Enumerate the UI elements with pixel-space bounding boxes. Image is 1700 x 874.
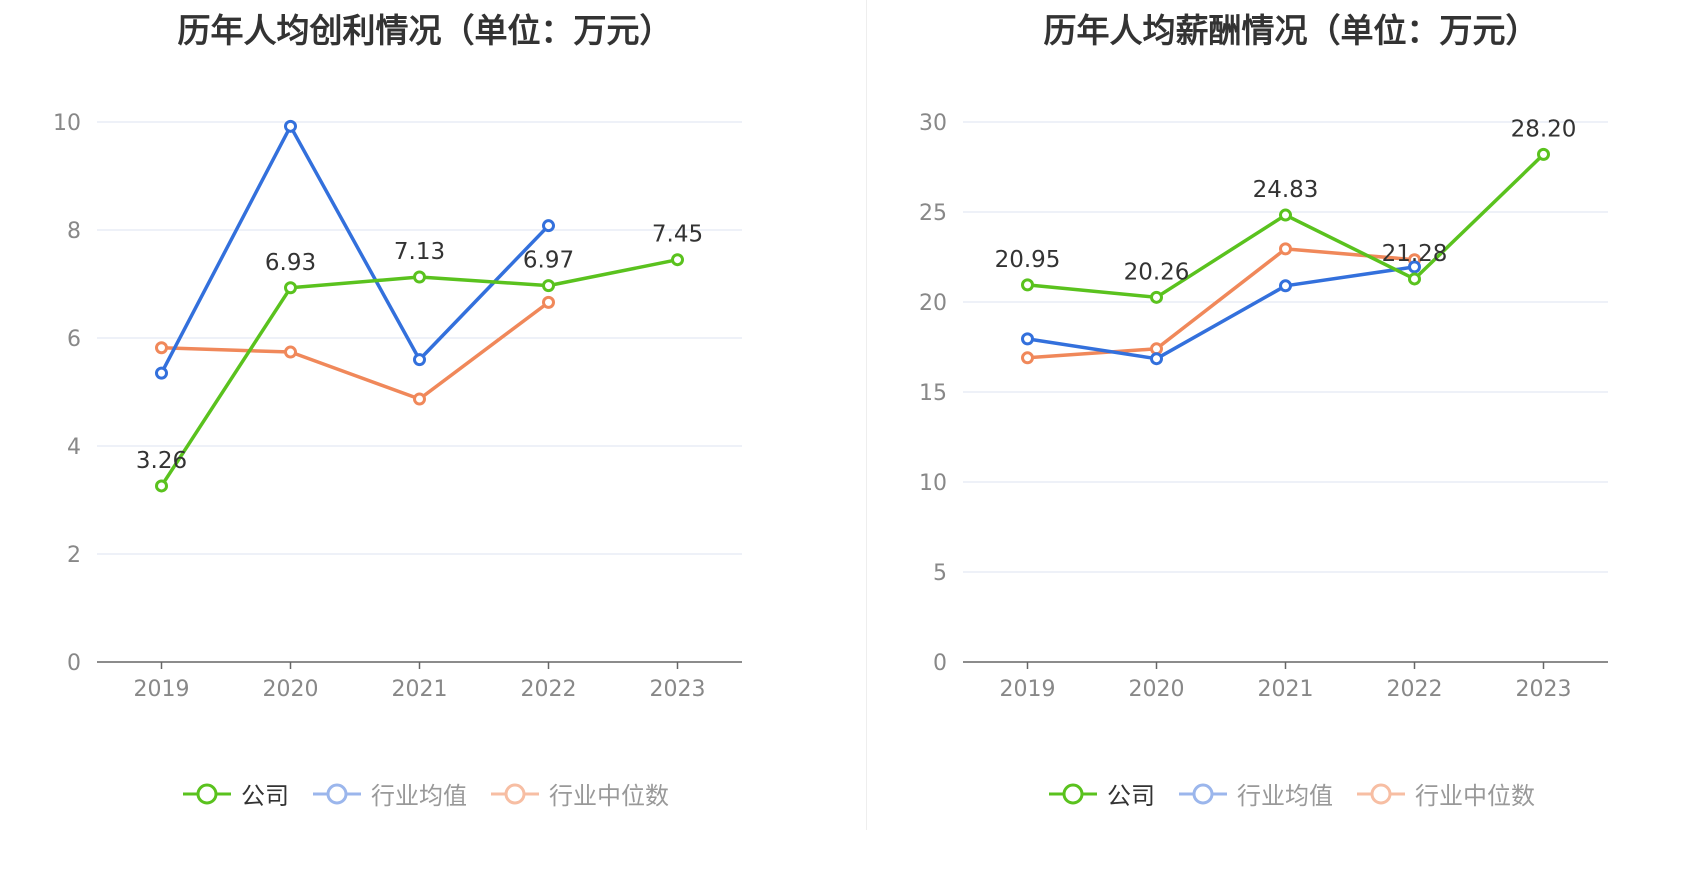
- x-tick-label: 2023: [650, 677, 706, 702]
- legend-marker-industry-avg-icon: [313, 783, 361, 804]
- data-point-company[interactable]: [542, 279, 555, 293]
- legend-item-company[interactable]: 公司: [181, 776, 289, 811]
- data-label: 7.45: [652, 222, 703, 248]
- legend-item-industry-avg[interactable]: 行业均值: [1177, 776, 1333, 811]
- series-line-industry-avg: [159, 124, 550, 374]
- data-point-industry-avg[interactable]: [413, 353, 426, 367]
- data-point-industry-median[interactable]: [1021, 351, 1034, 365]
- x-tick-label: 2020: [1129, 677, 1185, 702]
- chart-title: 历年人均薪酬情况（单位：万元）: [1043, 11, 1539, 50]
- series-line-company: [160, 257, 678, 487]
- panel-divider: [866, 0, 867, 830]
- data-point-industry-median[interactable]: [1279, 242, 1292, 256]
- y-tick-label: 10: [919, 471, 947, 496]
- line-chart-salary: 0 5 10 15 20 25 30 2019 2020 2021 2022 2023 20.95 20.…: [919, 111, 1608, 702]
- data-point-company[interactable]: [671, 253, 684, 267]
- x-tick-label: 2021: [1258, 677, 1314, 702]
- legend-marker-industry-median-icon: [491, 783, 539, 804]
- data-point-industry-median[interactable]: [155, 341, 168, 355]
- y-tick-label: 25: [919, 201, 947, 226]
- data-point-industry-avg[interactable]: [542, 219, 555, 233]
- data-label: 24.83: [1253, 177, 1319, 203]
- y-tick-label: 0: [933, 651, 947, 676]
- x-tick-label: 2019: [1000, 677, 1056, 702]
- y-tick-label: 20: [919, 291, 947, 316]
- chart-panel-salary: 历年人均薪酬情况（单位：万元） 0 5 10 15 20 25 30 2019 2020 2021…: [866, 0, 1700, 874]
- data-point-company[interactable]: [155, 479, 168, 493]
- data-point-industry-median[interactable]: [542, 295, 555, 309]
- data-label: 28.20: [1511, 116, 1577, 142]
- data-label: 6.97: [523, 248, 574, 274]
- y-tick-label: 15: [919, 381, 947, 406]
- legend-label-company: 公司: [241, 782, 289, 810]
- data-label: 20.95: [995, 247, 1061, 273]
- chart-panel-profit: 历年人均创利情况（单位：万元） 0 2 4 6 8 10 2019 2020 2021 2022 2…: [0, 11, 850, 811]
- x-tick-label: 2019: [134, 677, 190, 702]
- legend-label-company: 公司: [1107, 782, 1155, 810]
- data-label: 21.28: [1382, 241, 1448, 267]
- data-point-company[interactable]: [1150, 290, 1163, 304]
- data-label: 6.93: [265, 250, 316, 276]
- data-point-industry-avg[interactable]: [1408, 260, 1421, 274]
- data-point-company[interactable]: [413, 270, 426, 284]
- data-point-company[interactable]: [1021, 278, 1034, 292]
- legend-marker-industry-avg-icon: [1179, 783, 1227, 804]
- legend-marker-industry-median-icon: [1357, 783, 1405, 804]
- series-line-industry-avg: [1027, 265, 1415, 361]
- data-label: 3.26: [136, 448, 187, 474]
- legend-label-industry-avg: 行业均值: [1237, 782, 1333, 810]
- y-tick-label: 10: [53, 111, 81, 136]
- legend-item-industry-avg[interactable]: 行业均值: [311, 776, 467, 811]
- data-point-industry-median[interactable]: [284, 345, 297, 359]
- series-line-industry-median: [1027, 247, 1415, 360]
- legend: 公司 行业均值 行业中位数: [866, 776, 1700, 811]
- legend-item-industry-median[interactable]: 行业中位数: [489, 776, 669, 811]
- x-tick-label: 2020: [263, 677, 319, 702]
- chart-title: 历年人均创利情况（单位：万元）: [177, 11, 673, 50]
- legend-item-industry-median[interactable]: 行业中位数: [1355, 776, 1535, 811]
- y-tick-label: 30: [919, 111, 947, 136]
- y-tick-label: 2: [67, 543, 81, 568]
- x-tick-label: 2022: [521, 677, 577, 702]
- y-tick-label: 4: [67, 435, 81, 460]
- line-chart-profit: 0 2 4 6 8 10 2019 2020 2021 2022 2023 3.26 6.93 7.13 6…: [53, 111, 742, 702]
- series-line-industry-median: [161, 300, 550, 401]
- legend: 公司 行业均值 行业中位数: [0, 776, 850, 811]
- data-label: 20.26: [1124, 259, 1190, 285]
- legend-label-industry-median: 行业中位数: [1415, 782, 1535, 810]
- y-tick-label: 6: [67, 327, 81, 352]
- legend-marker-company-icon: [183, 783, 231, 804]
- y-tick-label: 8: [67, 219, 81, 244]
- legend-item-company[interactable]: 公司: [1047, 776, 1155, 811]
- x-tick-label: 2022: [1387, 677, 1443, 702]
- data-point-company[interactable]: [1537, 147, 1550, 161]
- legend-label-industry-avg: 行业均值: [371, 782, 467, 810]
- legend-label-industry-median: 行业中位数: [549, 782, 669, 810]
- data-point-company[interactable]: [284, 281, 297, 295]
- data-point-industry-avg[interactable]: [284, 119, 297, 133]
- data-point-industry-avg[interactable]: [155, 366, 168, 380]
- data-point-industry-median[interactable]: [413, 392, 426, 406]
- data-point-company[interactable]: [1279, 208, 1292, 222]
- data-point-industry-avg[interactable]: [1279, 279, 1292, 293]
- x-tick-label: 2021: [392, 677, 448, 702]
- data-point-company[interactable]: [1408, 272, 1421, 286]
- y-tick-label: 0: [67, 651, 81, 676]
- data-label: 7.13: [394, 239, 445, 265]
- x-tick-label: 2023: [1516, 677, 1572, 702]
- data-point-industry-avg[interactable]: [1021, 332, 1034, 346]
- series-line-company: [1027, 153, 1545, 300]
- y-tick-label: 5: [933, 561, 947, 586]
- legend-marker-company-icon: [1049, 783, 1097, 804]
- data-point-industry-avg[interactable]: [1150, 352, 1163, 366]
